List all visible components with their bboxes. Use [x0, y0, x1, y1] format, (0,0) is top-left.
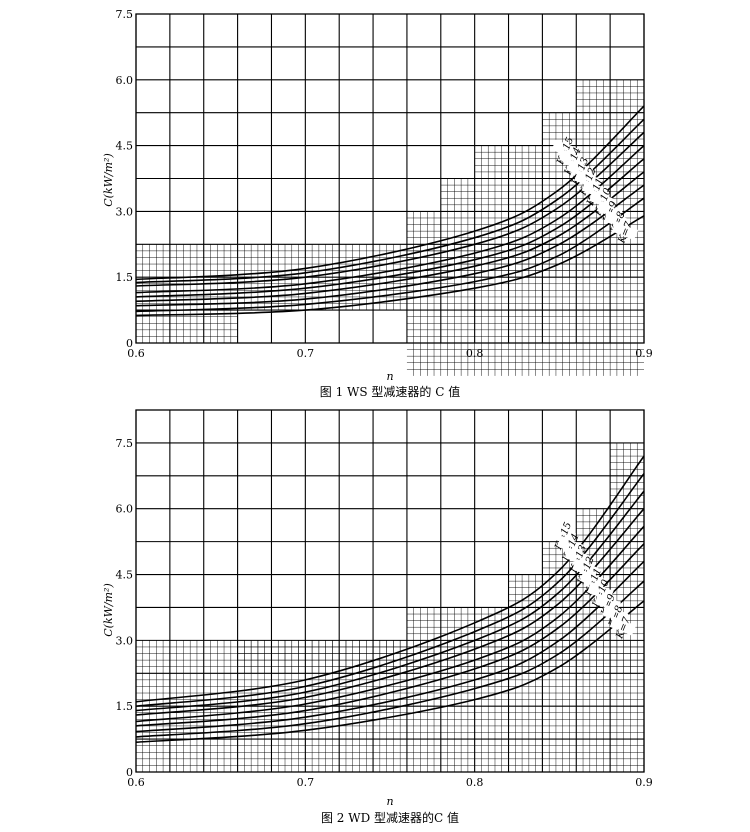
y-tick-label: 4.5: [116, 140, 134, 153]
y-tick-label: 7.5: [116, 437, 134, 450]
x-tick-label: 0.9: [635, 347, 653, 360]
series-line-k-9: [136, 185, 644, 306]
chart-ws-fine-grid: [136, 80, 644, 376]
fine-grid-block: [441, 179, 475, 278]
chart-wd-x-axis-label: n: [386, 795, 393, 808]
chart-wd-curves: [136, 456, 644, 742]
chart-ws-caption: 图 1 WS 型减速器的 C 值: [320, 384, 460, 399]
chart-wd: K=15K=14K=13K=12K=11K=10K=9K=8K=7 0.60.7…: [102, 410, 653, 825]
y-tick-label: 1.5: [116, 700, 134, 713]
y-tick-label: 7.5: [116, 8, 134, 21]
x-tick-label: 0.7: [297, 776, 315, 789]
y-tick-label: 0: [126, 766, 133, 779]
chart-ws-x-axis-label: n: [386, 370, 393, 383]
x-tick-label: 0.7: [297, 347, 315, 360]
chart-wd-y-axis-label: C(kW/m²): [102, 583, 115, 637]
fine-grid-block: [238, 640, 272, 673]
series-line-k-15: [136, 456, 644, 702]
y-tick-label: 0: [126, 337, 133, 350]
y-tick-label: 3.0: [116, 634, 134, 647]
x-tick-label: 0.8: [466, 347, 484, 360]
series-line-k-8: [136, 581, 644, 737]
y-tick-label: 1.5: [116, 271, 134, 284]
chart-ws-y-axis-label: C(kW/m²): [102, 153, 115, 207]
chart-ws: K=15K=14K=13K=12K=11K=10K=9K=8K=7 0.60.7…: [102, 8, 653, 399]
y-tick-label: 4.5: [116, 569, 134, 582]
x-tick-label: 0.9: [635, 776, 653, 789]
y-tick-label: 6.0: [116, 74, 134, 87]
y-tick-label: 3.0: [116, 205, 134, 218]
fine-grid-block: [542, 113, 576, 278]
x-tick-label: 0.8: [466, 776, 484, 789]
y-tick-label: 6.0: [116, 503, 134, 516]
chart-wd-tick-labels: 0.60.70.80.901.53.04.56.07.5: [116, 437, 653, 789]
chart-wd-caption: 图 2 WD 型减速器的C 值: [321, 810, 459, 825]
